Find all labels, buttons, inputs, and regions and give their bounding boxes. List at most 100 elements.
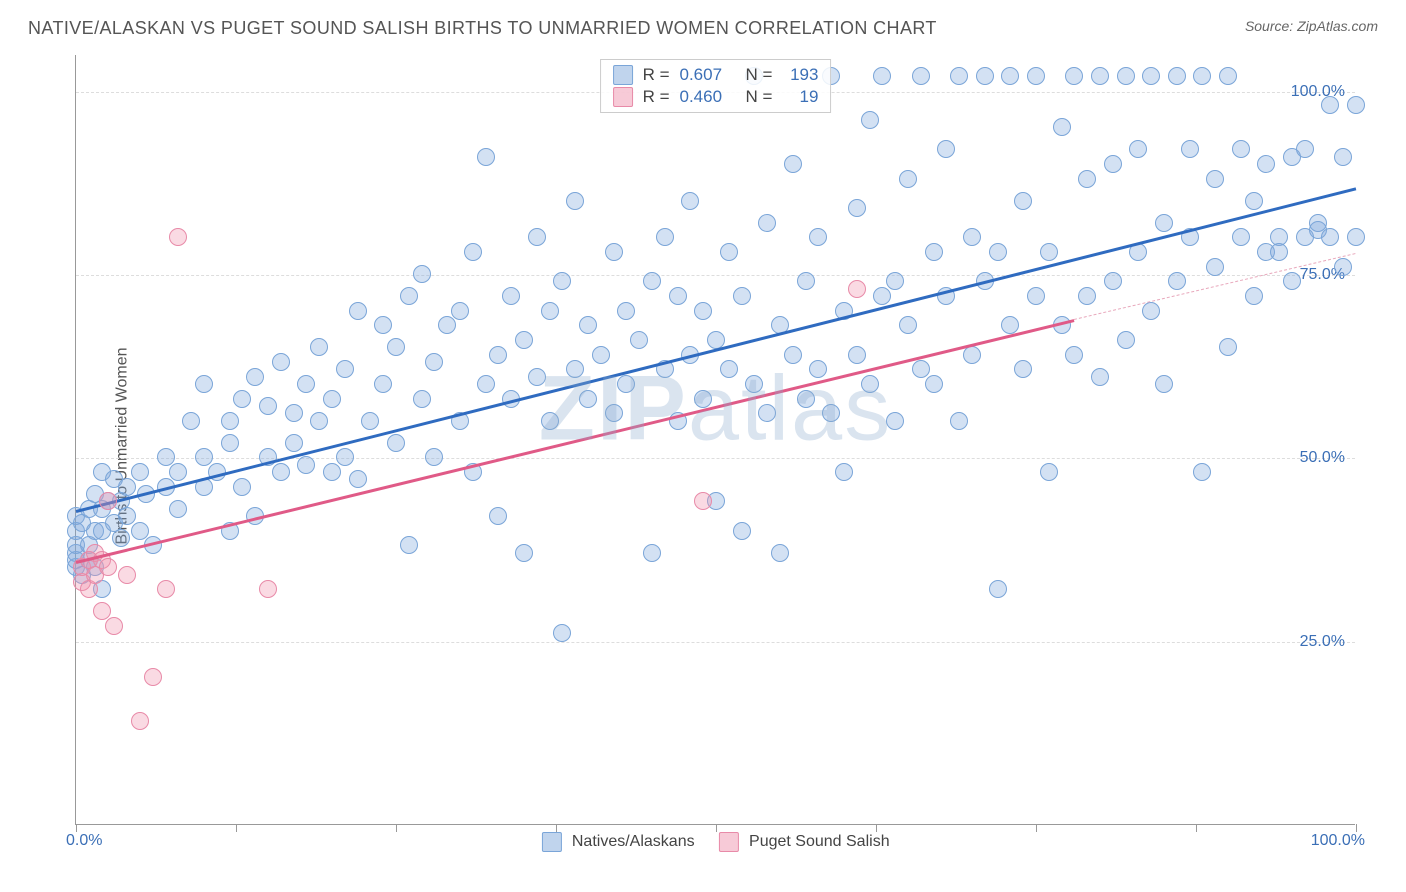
data-point	[1193, 463, 1211, 481]
source-label: Source: ZipAtlas.com	[1245, 18, 1378, 34]
data-point	[720, 243, 738, 261]
data-point	[323, 463, 341, 481]
data-point	[566, 192, 584, 210]
data-point	[899, 316, 917, 334]
data-point	[1117, 67, 1135, 85]
data-point	[1245, 192, 1263, 210]
data-point	[438, 316, 456, 334]
data-point	[989, 243, 1007, 261]
data-point	[822, 404, 840, 422]
data-point	[425, 353, 443, 371]
data-point	[336, 360, 354, 378]
data-point	[950, 67, 968, 85]
data-point	[105, 617, 123, 635]
data-point	[643, 544, 661, 562]
data-point	[400, 287, 418, 305]
data-point	[246, 368, 264, 386]
data-point	[259, 580, 277, 598]
data-point	[745, 375, 763, 393]
data-point	[310, 412, 328, 430]
data-point	[233, 390, 251, 408]
data-point	[528, 368, 546, 386]
data-point	[553, 624, 571, 642]
data-point	[112, 529, 130, 547]
legend-stats-row-a: R = 0.607 N = 193	[613, 64, 819, 86]
data-point	[617, 302, 635, 320]
r-value-a: 0.607	[680, 65, 736, 85]
data-point	[1014, 192, 1032, 210]
data-point	[323, 390, 341, 408]
legend-stats: R = 0.607 N = 193 R = 0.460 N = 19	[600, 59, 832, 113]
data-point	[387, 338, 405, 356]
data-point	[1027, 287, 1045, 305]
r-value-b: 0.460	[680, 87, 736, 107]
data-point	[1283, 272, 1301, 290]
data-point	[169, 463, 187, 481]
x-tick	[716, 824, 717, 832]
data-point	[1334, 258, 1352, 276]
data-point	[809, 360, 827, 378]
data-point	[989, 580, 1007, 598]
data-point	[515, 331, 533, 349]
data-point	[451, 302, 469, 320]
data-point	[835, 463, 853, 481]
legend-label-a: Natives/Alaskans	[572, 833, 695, 850]
data-point	[413, 265, 431, 283]
data-point	[195, 448, 213, 466]
data-point	[99, 492, 117, 510]
data-point	[925, 375, 943, 393]
data-point	[848, 346, 866, 364]
data-point	[144, 668, 162, 686]
data-point	[99, 558, 117, 576]
data-point	[118, 478, 136, 496]
data-point	[566, 360, 584, 378]
data-point	[937, 140, 955, 158]
data-point	[1104, 155, 1122, 173]
data-point	[1078, 170, 1096, 188]
data-point	[771, 544, 789, 562]
data-point	[118, 566, 136, 584]
data-point	[873, 287, 891, 305]
data-point	[502, 287, 520, 305]
data-point	[912, 67, 930, 85]
x-tick	[1356, 824, 1357, 832]
legend-swatch-a	[613, 65, 633, 85]
data-point	[374, 375, 392, 393]
data-point	[1309, 214, 1327, 232]
x-tick	[396, 824, 397, 832]
data-point	[694, 390, 712, 408]
chart-container: ZIPatlas R = 0.607 N = 193 R = 0.460 N =…	[60, 55, 1380, 825]
data-point	[477, 148, 495, 166]
data-point	[643, 272, 661, 290]
data-point	[118, 507, 136, 525]
data-point	[272, 353, 290, 371]
data-point	[169, 228, 187, 246]
data-point	[1219, 67, 1237, 85]
data-point	[477, 375, 495, 393]
data-point	[861, 111, 879, 129]
x-tick	[1036, 824, 1037, 832]
legend-swatch-b	[613, 87, 633, 107]
x-tick	[556, 824, 557, 832]
y-tick-label: 50.0%	[1300, 449, 1345, 467]
data-point	[528, 228, 546, 246]
data-point	[553, 272, 571, 290]
n-label: N =	[746, 65, 773, 85]
data-point	[592, 346, 610, 364]
legend-item-b: Puget Sound Salish	[719, 832, 890, 852]
legend-item-a: Natives/Alaskans	[541, 832, 694, 852]
data-point	[733, 522, 751, 540]
data-point	[157, 448, 175, 466]
data-point	[579, 390, 597, 408]
data-point	[1027, 67, 1045, 85]
x-axis-max: 100.0%	[1311, 832, 1365, 850]
data-point	[515, 544, 533, 562]
data-point	[1232, 228, 1250, 246]
data-point	[720, 360, 738, 378]
data-point	[400, 536, 418, 554]
data-point	[1181, 140, 1199, 158]
x-axis-min: 0.0%	[66, 832, 102, 850]
data-point	[182, 412, 200, 430]
data-point	[1193, 67, 1211, 85]
x-tick	[1196, 824, 1197, 832]
